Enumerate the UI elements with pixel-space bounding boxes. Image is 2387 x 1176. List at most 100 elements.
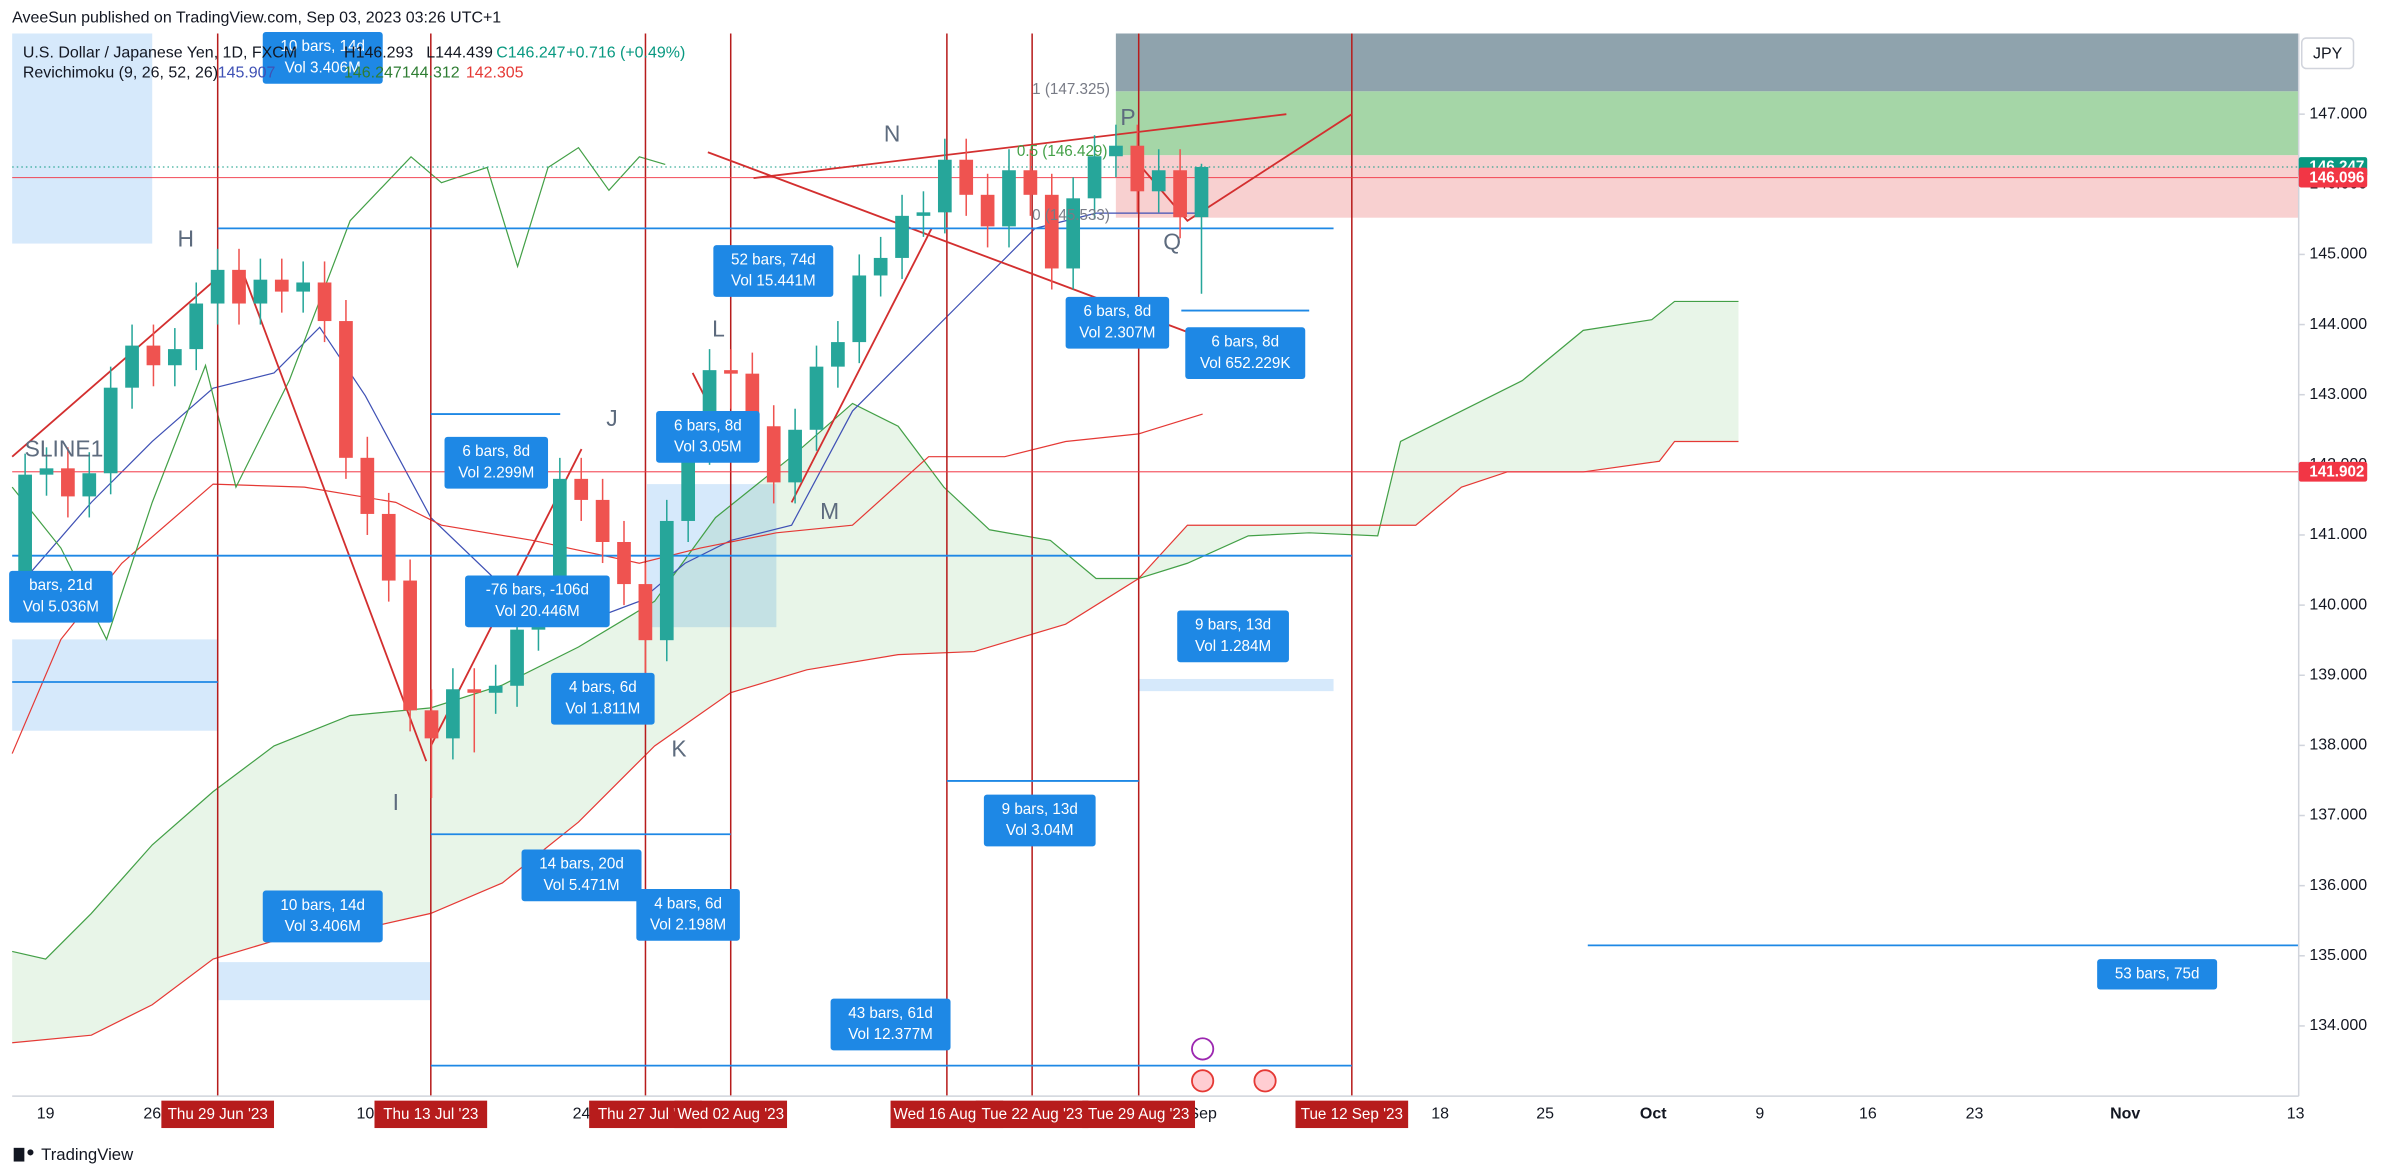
range-box	[12, 33, 153, 244]
legend-low: L144.439	[426, 45, 493, 62]
candle-body	[488, 685, 503, 693]
candle-body	[446, 689, 460, 739]
y-tick-label: 143.000	[2309, 386, 2367, 403]
candle-body	[125, 345, 139, 388]
event-icon[interactable]	[1253, 1069, 1277, 1093]
indicator-value: 144.312	[402, 64, 460, 81]
measure-box	[830, 998, 951, 1051]
header: AveeSun published on TradingView.com, Se…	[12, 9, 501, 26]
measure-label: 6 bars, 8d	[674, 417, 742, 434]
event-icon[interactable]	[1191, 1069, 1215, 1093]
measure-box	[713, 245, 834, 297]
measure-label: 43 bars, 61d	[848, 1005, 933, 1022]
candle-body	[61, 468, 75, 497]
candle-body	[1044, 194, 1059, 269]
date-badge	[1082, 1100, 1196, 1129]
candle-body	[1087, 156, 1102, 199]
x-tick-label: 23	[1966, 1106, 1984, 1123]
candle-body	[232, 269, 246, 304]
candle-body	[638, 584, 653, 641]
candle-body	[895, 215, 909, 258]
date-badge	[161, 1100, 275, 1129]
candle-body	[510, 629, 524, 686]
measure-label: Vol 15.441M	[731, 273, 816, 290]
pattern-label: P	[1120, 104, 1135, 130]
measure-label: Vol 1.811M	[565, 700, 640, 717]
candle-body	[317, 282, 332, 322]
y-tick-label: 144.000	[2309, 316, 2367, 333]
date-badge	[1295, 1100, 1409, 1129]
range-box	[217, 962, 431, 1001]
pattern-label: H	[177, 226, 194, 252]
measure-box	[1177, 610, 1289, 663]
trend-line	[790, 227, 933, 503]
candle-body	[1023, 170, 1038, 195]
x-tick-label: 19	[37, 1106, 55, 1123]
candle-body	[1194, 166, 1209, 218]
measure-box	[9, 570, 113, 623]
measure-label: Vol 652.229K	[1200, 355, 1291, 372]
logo: TradingView	[13, 1145, 134, 1164]
x-tick-label: Oct	[1640, 1106, 1667, 1123]
event-icons	[1191, 1037, 1277, 1093]
measure-label: 6 bars, 8d	[1084, 303, 1152, 320]
measure-label: Vol 3.04M	[1006, 822, 1074, 839]
date-badge-label: Thu 29 Jun '23	[168, 1106, 268, 1123]
price-badge-label: 146.096	[2309, 169, 2364, 186]
y-tick-label: 139.000	[2309, 666, 2367, 683]
indicator-name: Revichimoku (9, 26, 52, 26)	[23, 64, 218, 81]
measure-label: Vol 3.05M	[674, 439, 742, 456]
x-tick-label: 24	[573, 1106, 591, 1123]
pattern-label: J	[606, 405, 617, 431]
legend-high: H146.293	[344, 45, 413, 62]
measure-label: Vol 3.406M	[285, 60, 361, 77]
x-tick-label: 25	[1536, 1106, 1554, 1123]
base-line	[11, 413, 1203, 754]
measure-label: 53 bars, 75d	[2115, 965, 2200, 982]
date-badge-label: Thu 27 Jul '23	[598, 1106, 693, 1123]
x-tick-label: 16	[1859, 1106, 1877, 1123]
range-box	[1138, 678, 1334, 692]
y-tick-label: 140.000	[2309, 596, 2367, 613]
fib-label: 0.5 (146.429)	[1017, 143, 1108, 160]
candle-body	[1109, 145, 1123, 157]
fib-label: 0 (145.533)	[1032, 207, 1110, 224]
measure-box	[983, 794, 1096, 847]
candle-body	[210, 269, 225, 304]
date-badge-label: Wed 02 Aug '23	[677, 1106, 784, 1123]
candle-body	[360, 457, 375, 514]
measure-box	[551, 672, 655, 725]
candle-body	[809, 366, 824, 430]
candle-body	[766, 426, 781, 483]
candle-body	[253, 279, 268, 304]
measure-box	[262, 890, 383, 943]
x-tick-label: 26	[143, 1106, 161, 1123]
currency[interactable]: JPY	[2313, 45, 2343, 62]
measure-label: 4 bars, 6d	[654, 895, 722, 912]
date-badge-label: Tue 12 Sep '23	[1301, 1106, 1403, 1123]
measure-label: 6 bars, 8d	[1211, 334, 1279, 351]
candle-body	[916, 212, 931, 216]
candle-body	[937, 159, 952, 213]
logo-mark	[13, 1147, 25, 1162]
candle-body	[189, 303, 204, 350]
measure-label: Vol 5.036M	[23, 598, 99, 615]
measure-label: Vol 2.299M	[458, 464, 534, 481]
x-tick-label: 18	[1431, 1106, 1449, 1123]
candle-body	[296, 282, 311, 292]
measure-label: 10 bars, 14d	[280, 897, 365, 914]
currency-button[interactable]	[2300, 37, 2355, 70]
candle-body	[574, 478, 589, 500]
x-tick-label: 9	[1755, 1106, 1764, 1123]
candle-body	[595, 499, 610, 542]
cloud	[12, 301, 1739, 1043]
x-tick-label: Sep	[1188, 1106, 1217, 1123]
event-icon[interactable]	[1191, 1037, 1215, 1061]
measure-box	[656, 411, 760, 463]
measure-label: 14 bars, 20d	[539, 856, 624, 873]
measure-label: Vol 1.284M	[1195, 638, 1271, 655]
lagging-line	[11, 146, 666, 641]
candle-body	[403, 580, 417, 711]
